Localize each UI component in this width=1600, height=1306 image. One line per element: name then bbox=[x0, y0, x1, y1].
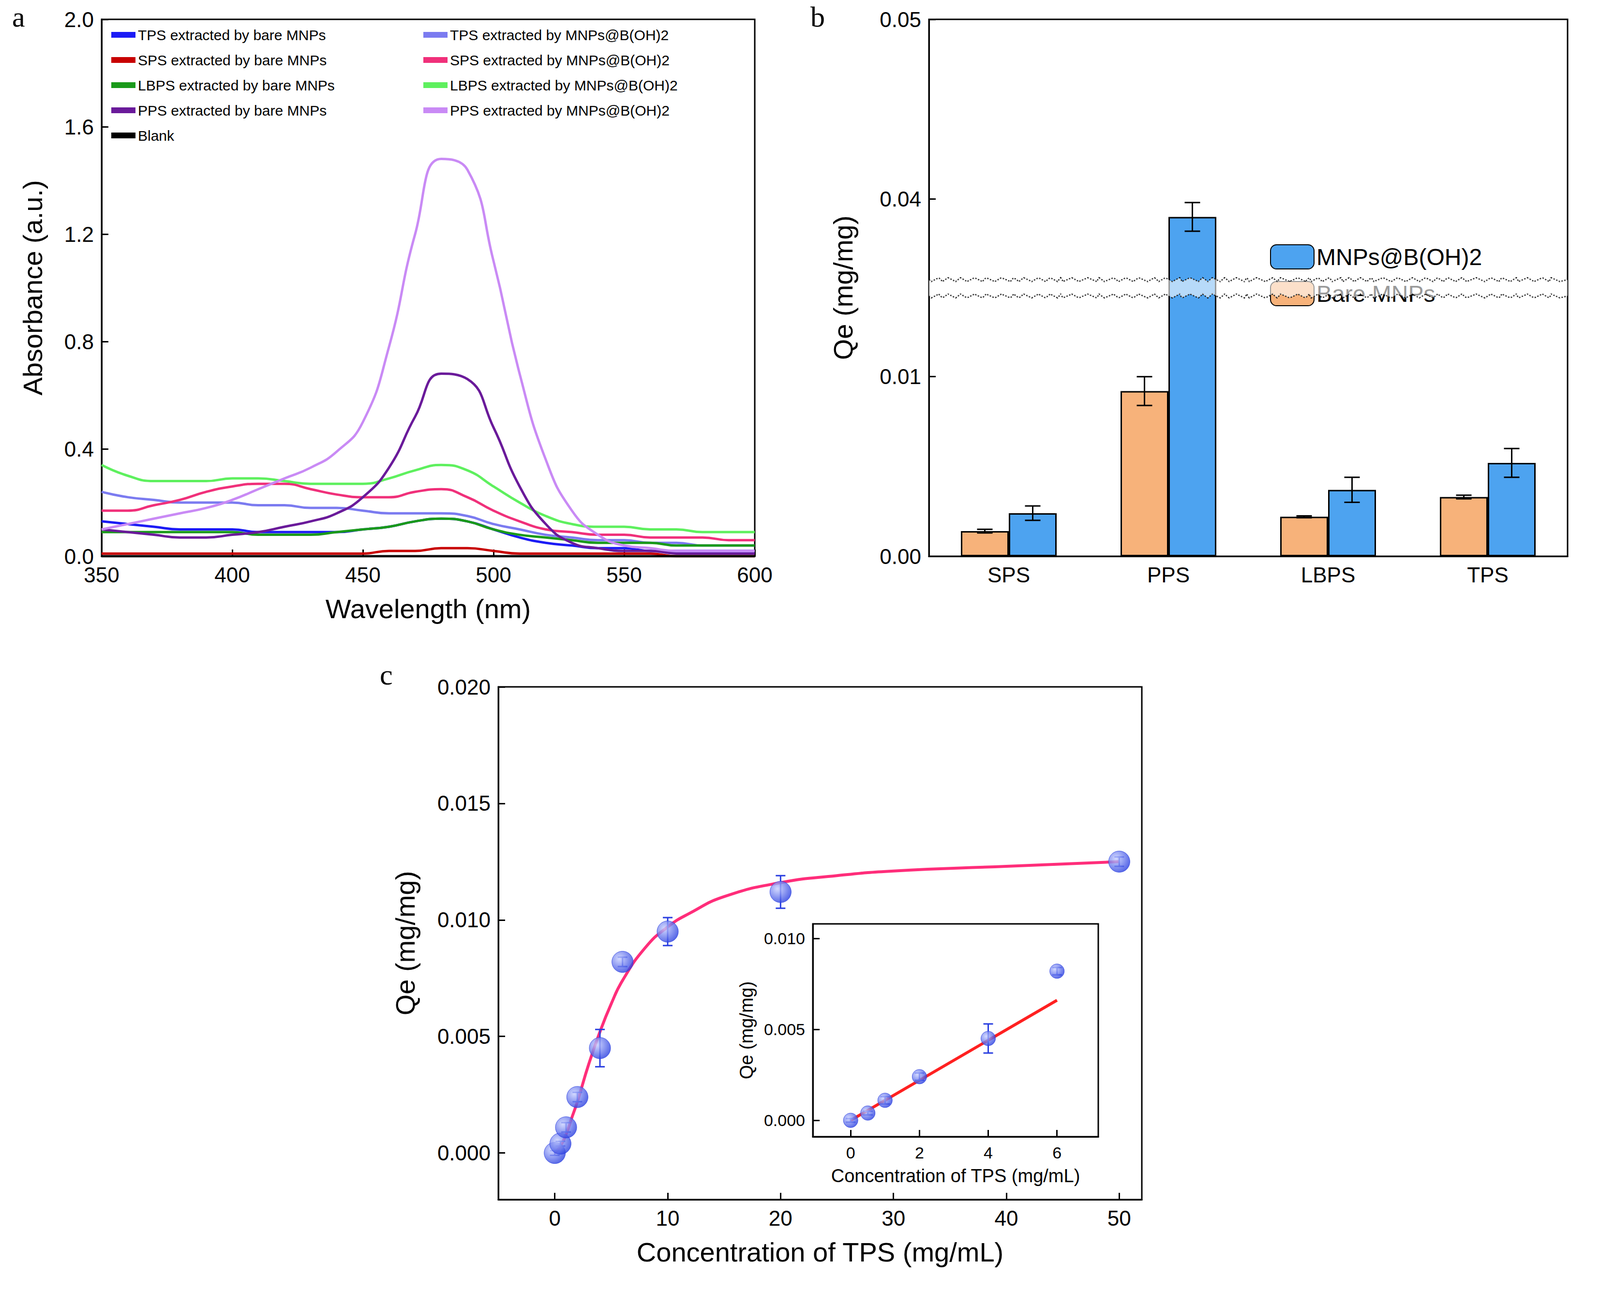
svg-text:0.005: 0.005 bbox=[763, 1020, 806, 1039]
svg-text:PPS: PPS bbox=[1147, 563, 1190, 587]
svg-text:50: 50 bbox=[1107, 1206, 1132, 1231]
svg-text:600: 600 bbox=[736, 563, 773, 587]
svg-text:0.05: 0.05 bbox=[879, 7, 922, 32]
svg-text:550: 550 bbox=[606, 563, 642, 587]
svg-text:b: b bbox=[810, 0, 825, 33]
svg-text:SPS extracted by bare MNPs: SPS extracted by bare MNPs bbox=[137, 52, 327, 69]
svg-text:PPS extracted by bare MNPs: PPS extracted by bare MNPs bbox=[137, 102, 327, 119]
svg-text:40: 40 bbox=[994, 1206, 1019, 1231]
svg-text:PPS extracted by MNPs@B(OH)2: PPS extracted by MNPs@B(OH)2 bbox=[449, 102, 670, 119]
svg-text:450: 450 bbox=[344, 563, 381, 587]
svg-text:Qe (mg/mg): Qe (mg/mg) bbox=[389, 871, 421, 1017]
svg-text:c: c bbox=[379, 658, 393, 691]
svg-text:0.005: 0.005 bbox=[437, 1024, 491, 1049]
svg-text:Qe (mg/mg): Qe (mg/mg) bbox=[736, 981, 757, 1080]
svg-text:20: 20 bbox=[768, 1206, 793, 1231]
svg-text:0.00: 0.00 bbox=[879, 544, 922, 569]
svg-text:0.04: 0.04 bbox=[879, 187, 922, 211]
svg-text:SPS extracted by MNPs@B(OH)2: SPS extracted by MNPs@B(OH)2 bbox=[449, 52, 670, 69]
svg-text:MNPs@B(OH)2: MNPs@B(OH)2 bbox=[1316, 244, 1482, 270]
svg-text:TPS: TPS bbox=[1466, 563, 1509, 587]
svg-text:a: a bbox=[12, 0, 26, 33]
svg-text:Absorbance (a.u.): Absorbance (a.u.) bbox=[17, 179, 48, 396]
svg-text:0.010: 0.010 bbox=[437, 908, 491, 932]
svg-text:0.01: 0.01 bbox=[879, 364, 922, 389]
svg-text:LBPS extracted by MNPs@B(OH)2: LBPS extracted by MNPs@B(OH)2 bbox=[449, 77, 678, 94]
svg-text:30: 30 bbox=[881, 1206, 906, 1231]
svg-text:LBPS extracted by bare MNPs: LBPS extracted by bare MNPs bbox=[137, 77, 335, 94]
svg-text:TPS extracted by bare MNPs: TPS extracted by bare MNPs bbox=[137, 27, 326, 44]
svg-text:400: 400 bbox=[214, 563, 250, 587]
svg-text:Wavelength (nm): Wavelength (nm) bbox=[325, 593, 531, 625]
svg-text:0.000: 0.000 bbox=[763, 1111, 806, 1130]
svg-text:Concentration of TPS (mg/mL): Concentration of TPS (mg/mL) bbox=[831, 1166, 1081, 1187]
svg-text:350: 350 bbox=[83, 563, 120, 587]
svg-text:10: 10 bbox=[656, 1206, 680, 1231]
svg-text:TPS extracted by MNPs@B(OH)2: TPS extracted by MNPs@B(OH)2 bbox=[449, 27, 669, 44]
svg-text:1.2: 1.2 bbox=[64, 222, 94, 247]
svg-text:2: 2 bbox=[914, 1143, 925, 1163]
svg-text:4: 4 bbox=[983, 1143, 993, 1163]
svg-text:SPS: SPS bbox=[987, 563, 1031, 587]
svg-text:0.010: 0.010 bbox=[763, 929, 806, 948]
svg-text:1.6: 1.6 bbox=[64, 115, 94, 139]
svg-text:0.000: 0.000 bbox=[437, 1141, 491, 1166]
svg-text:Concentration of TPS (mg/mL): Concentration of TPS (mg/mL) bbox=[636, 1237, 1004, 1268]
svg-text:2.0: 2.0 bbox=[64, 7, 94, 32]
svg-text:6: 6 bbox=[1052, 1143, 1062, 1163]
svg-text:0.4: 0.4 bbox=[64, 437, 94, 462]
svg-text:500: 500 bbox=[475, 563, 511, 587]
svg-text:0: 0 bbox=[846, 1143, 856, 1163]
svg-text:0: 0 bbox=[548, 1206, 561, 1231]
svg-text:0.020: 0.020 bbox=[437, 675, 491, 700]
svg-text:Qe (mg/mg): Qe (mg/mg) bbox=[827, 215, 859, 361]
svg-text:0.0: 0.0 bbox=[64, 544, 94, 569]
svg-text:0.8: 0.8 bbox=[64, 329, 94, 354]
svg-text:LBPS: LBPS bbox=[1300, 563, 1356, 587]
svg-text:Blank: Blank bbox=[137, 127, 175, 144]
svg-text:0.015: 0.015 bbox=[437, 791, 491, 816]
